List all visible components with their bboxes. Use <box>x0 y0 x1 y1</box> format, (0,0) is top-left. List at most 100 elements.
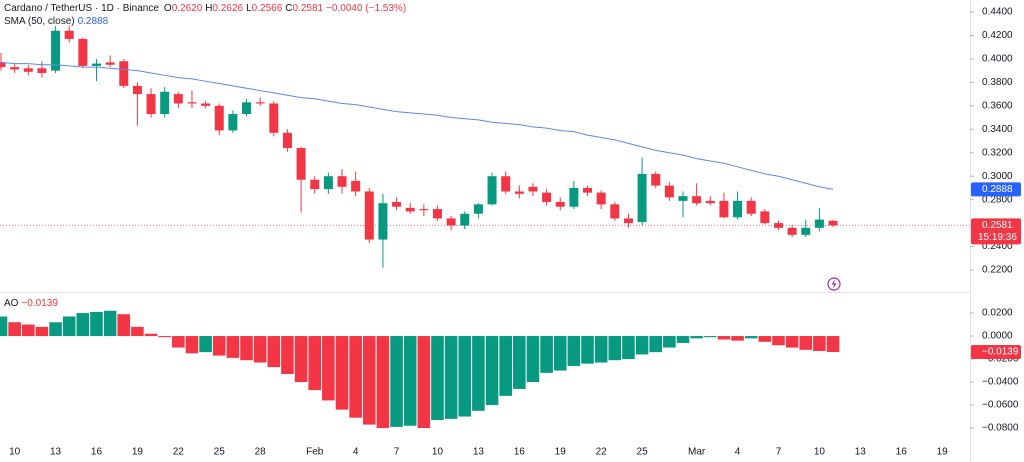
x-tick-label: 4 <box>353 447 359 458</box>
ao-bar <box>144 333 158 337</box>
symbol-title[interactable]: Cardano / TetherUS · 1D · Binance <box>4 3 159 14</box>
x-tick-label: 19 <box>555 447 567 458</box>
ao-bar <box>622 336 635 360</box>
x-tick-label: 19 <box>937 447 949 458</box>
candle-body <box>337 176 347 187</box>
candle-body <box>664 185 674 198</box>
candle-body <box>323 176 333 190</box>
x-tick-label: 7 <box>776 447 782 458</box>
candle-body <box>473 204 483 214</box>
price-tag-countdown: 15:19:36 <box>978 232 1017 243</box>
ao-bar <box>690 336 703 339</box>
ao-bar <box>403 336 417 426</box>
x-tick-label: 13 <box>50 447 62 458</box>
x-tick-label: 13 <box>855 447 867 458</box>
x-tick-label: 25 <box>214 447 226 458</box>
ohlc-label: C <box>285 3 293 14</box>
ao-bar <box>526 336 540 383</box>
y-tick-label: 0.4000 <box>982 54 1013 65</box>
sma-value: 0.2888 <box>77 16 109 27</box>
x-tick-label: 22 <box>596 447 608 458</box>
ohlc-label: L <box>246 3 252 14</box>
candle-body <box>787 227 797 235</box>
ao-bar <box>703 336 717 338</box>
ao-bar <box>349 336 362 418</box>
ohlc-item: O0.2620 <box>164 3 202 14</box>
ao-bar <box>608 336 622 361</box>
ao-bar <box>62 316 76 337</box>
y-tick-label: 0.3800 <box>982 77 1013 88</box>
ao-bar <box>417 336 431 429</box>
candle-body <box>637 173 647 222</box>
ao-bar <box>199 336 212 353</box>
ao-bar <box>635 336 649 355</box>
ao-bar <box>0 316 8 337</box>
candle-body <box>555 202 565 207</box>
candle-body <box>678 196 688 201</box>
candle-body <box>692 196 702 204</box>
candle-body <box>596 192 606 205</box>
candle-body <box>392 202 402 207</box>
ohlc-item: L0.2566 <box>246 3 282 14</box>
y-tick-label: 0.4200 <box>982 30 1013 41</box>
candle-body <box>446 218 456 226</box>
candle-body <box>651 173 661 186</box>
ao-bar <box>21 324 35 337</box>
x-tick-label: 16 <box>896 447 908 458</box>
candle-body <box>132 85 142 95</box>
candle-body <box>146 94 156 115</box>
x-tick-label: 13 <box>473 447 485 458</box>
ao-name[interactable]: AO <box>4 298 19 309</box>
ohlc-value: 0.2620 <box>171 3 203 14</box>
candle-body <box>528 186 538 192</box>
y-tick-label: 0.3200 <box>982 147 1013 158</box>
y-tick-label: 0.0000 <box>982 331 1013 342</box>
ao-bar <box>444 336 458 419</box>
price-tag-label: −0.0139 <box>982 347 1019 358</box>
ao-bar <box>158 336 171 338</box>
ohlc-value: 0.2566 <box>251 3 283 14</box>
ao-bar <box>485 336 499 406</box>
y-tick-label: −0.0600 <box>982 400 1019 411</box>
x-tick-label: Feb <box>306 447 324 458</box>
ohlc-value: 0.2581 <box>292 3 324 14</box>
ao-bar <box>731 336 744 341</box>
price-tag <box>971 182 1021 197</box>
candle-body <box>201 103 211 106</box>
sma-name[interactable]: SMA (50, close) <box>4 16 75 27</box>
ao-bar <box>172 336 185 348</box>
ao-bar <box>253 336 267 363</box>
candle-body <box>296 148 306 180</box>
candle-body <box>760 211 770 224</box>
ao-bar <box>513 336 526 389</box>
ao-legend: AO −0.0139 <box>4 298 58 309</box>
candle-body <box>773 223 783 228</box>
x-tick-label: 28 <box>255 447 267 458</box>
ao-bar <box>649 336 663 353</box>
candle-body <box>705 200 715 204</box>
alert-circle[interactable] <box>827 277 841 291</box>
candle-body <box>514 191 524 194</box>
candle-body <box>105 62 115 65</box>
price-tag <box>971 218 1021 245</box>
x-tick-label: 7 <box>394 447 400 458</box>
ohlc-label: H <box>205 3 213 14</box>
alert-icon[interactable] <box>827 277 841 291</box>
y-tick-label: 0.3400 <box>982 124 1013 135</box>
alert-bolt[interactable] <box>831 279 837 289</box>
ao-bar <box>267 336 281 368</box>
ao-bar <box>308 336 322 391</box>
ao-bar <box>240 336 253 361</box>
ao-bar <box>717 336 731 340</box>
candle-body <box>610 204 620 219</box>
sma-legend: SMA (50, close) 0.2888 <box>4 16 108 27</box>
candle-body <box>487 176 497 205</box>
ao-bar <box>594 336 608 363</box>
x-tick-label: Mar <box>688 447 706 458</box>
y-tick-label: 0.3600 <box>982 100 1013 111</box>
candle-body <box>187 102 197 104</box>
ao-bar <box>431 336 444 420</box>
candle-body <box>0 62 6 68</box>
ao-bar <box>335 336 349 410</box>
